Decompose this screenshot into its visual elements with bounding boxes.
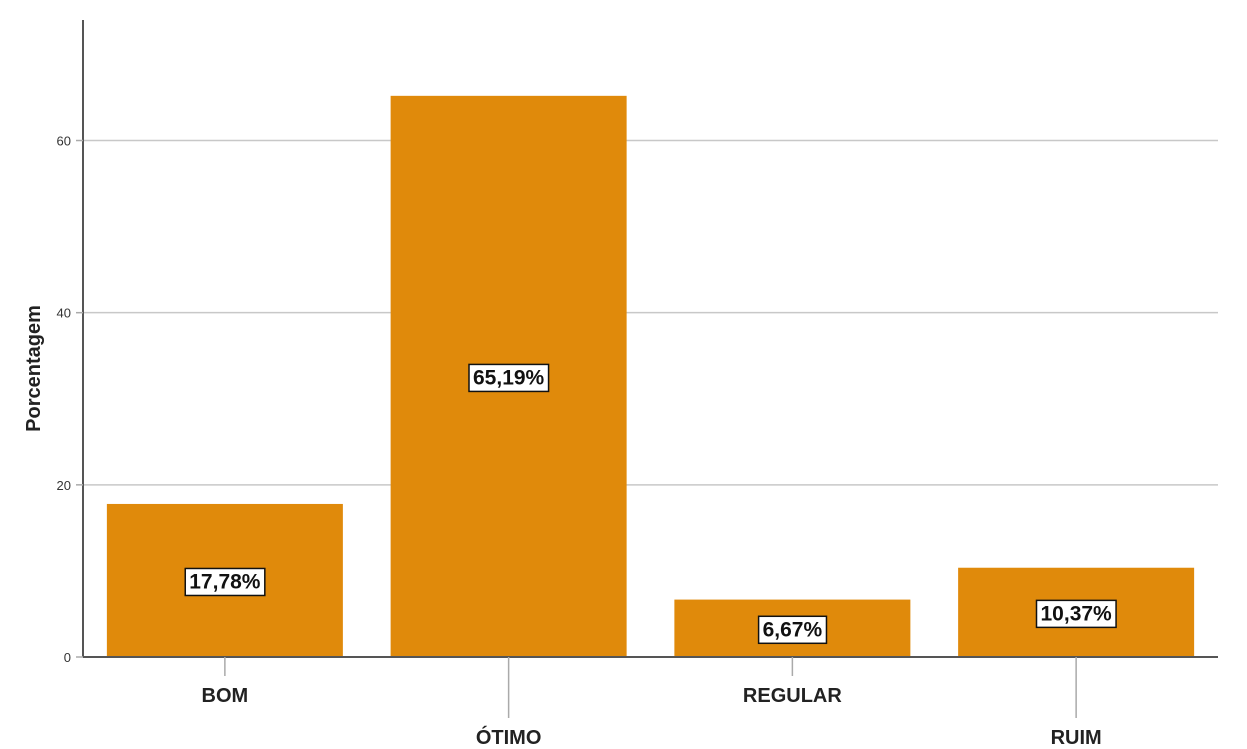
data-label: 10,37% [1041,602,1113,625]
data-label: 6,67% [763,618,823,641]
x-tick-label: REGULAR [743,685,842,707]
bars [106,95,1195,658]
tick-labels: 0 20 40 60 [57,134,83,665]
y-axis-title: Porcentagem [23,305,45,432]
data-label-box [757,615,828,645]
category-labels: BOM ÓTIMO REGULAR RUIM [202,657,1102,749]
x-tick-label: BOM [202,685,249,707]
y-tick-label: 0 [64,650,71,665]
y-tick-label: 60 [57,134,71,149]
data-label: 17,78% [189,570,261,593]
gridlines [83,139,1218,486]
data-label-box [184,567,266,597]
data-labels: 17,78% 65,19% 6,67% 10,37% [184,363,1117,645]
y-tick-label: 40 [57,306,71,321]
x-tick-label: RUIM [1051,727,1102,749]
y-tick-label: 20 [57,478,71,493]
data-label: 65,19% [473,366,545,389]
data-label-box [468,363,550,393]
data-label-box [1035,599,1117,629]
x-tick-label: ÓTIMO [476,725,542,749]
axes [82,20,1218,658]
